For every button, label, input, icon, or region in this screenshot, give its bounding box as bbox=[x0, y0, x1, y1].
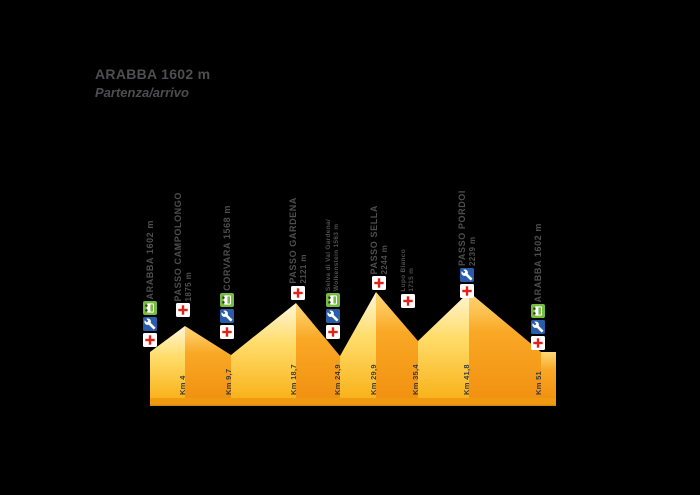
ristoro-icon bbox=[220, 293, 234, 307]
km-label: Km 35,4 bbox=[411, 364, 420, 395]
profile-segment-climb bbox=[340, 292, 376, 398]
profile-segment-descent bbox=[376, 292, 418, 398]
page-subtitle: Partenza/arrivo bbox=[95, 85, 189, 100]
station-name: Selva di Val Gardena/ bbox=[325, 218, 332, 291]
station-altitude: Wolkenstein 1563 m bbox=[332, 223, 340, 291]
station-label-selva: Selva di Val Gardena/Wolkenstein 1563 m bbox=[325, 219, 341, 291]
profile-segment-descent bbox=[469, 292, 541, 398]
km-label: Km 9,7 bbox=[224, 369, 233, 395]
profile-segment-descent bbox=[296, 303, 340, 398]
station-name: PASSO SELLA bbox=[369, 204, 379, 274]
station-name: PASSO GARDENA bbox=[288, 197, 298, 284]
station-sella: PASSO SELLA 2244 m bbox=[369, 205, 389, 290]
profile-base-edge bbox=[150, 404, 556, 406]
station-altitude: 2244 m bbox=[379, 244, 389, 274]
station-label-lupo-bianco: Lupo Bianco 1715 m bbox=[400, 249, 416, 292]
station-label-sella: PASSO SELLA 2244 m bbox=[369, 205, 389, 274]
km-label: Km 41,8 bbox=[462, 364, 471, 395]
medical-icon bbox=[220, 325, 234, 339]
km-label: Km 4 bbox=[178, 375, 187, 395]
mechanic-icon bbox=[460, 268, 475, 282]
station-campolongo: PASSO CAMPOLONGO 1875 m bbox=[173, 192, 193, 317]
profile-segment-climb bbox=[418, 292, 469, 398]
station-name: ARABBA 1602 m bbox=[144, 219, 155, 300]
medical-icon bbox=[372, 276, 387, 290]
station-label-gardena: PASSO GARDENA 2121 m bbox=[288, 197, 308, 284]
station-name: PASSO CAMPOLONGO bbox=[173, 191, 183, 301]
station-selva: Selva di Val Gardena/Wolkenstein 1563 m bbox=[325, 219, 341, 339]
station-label-corvara: CORVARA 1568 m bbox=[222, 205, 233, 291]
ristoro-icon bbox=[325, 293, 340, 307]
station-pordoi: PASSO PORDOI 2239 m bbox=[457, 190, 477, 298]
station-name: Lupo Bianco bbox=[400, 249, 407, 292]
station-label-campolongo: PASSO CAMPOLONGO 1875 m bbox=[173, 192, 193, 301]
ristoro-icon bbox=[143, 301, 157, 315]
station-lupo-bianco: Lupo Bianco 1715 m bbox=[400, 249, 416, 308]
station-name: CORVARA 1568 m bbox=[221, 205, 232, 291]
mechanic-icon bbox=[531, 320, 545, 334]
medical-icon bbox=[400, 294, 415, 308]
station-altitude: 1715 m bbox=[407, 268, 415, 292]
medical-icon bbox=[531, 336, 545, 350]
station-gardena: PASSO GARDENA 2121 m bbox=[288, 197, 308, 300]
km-label: Km 29,9 bbox=[369, 364, 378, 395]
station-label-arabba-start: ARABBA 1602 m bbox=[145, 220, 156, 300]
profile-segment-descent bbox=[541, 352, 556, 398]
profile-segment-climb bbox=[150, 326, 185, 398]
km-label: Km 18,7 bbox=[289, 364, 298, 395]
station-altitude: 2121 m bbox=[298, 254, 308, 284]
page-title: ARABBA 1602 m bbox=[95, 66, 211, 82]
station-label-arabba-finish: ARABBA 1602 m bbox=[533, 223, 544, 303]
km-label: Km 24,9 bbox=[333, 364, 342, 395]
title-block: ARABBA 1602 m Partenza/arrivo bbox=[95, 66, 210, 100]
medical-icon bbox=[143, 333, 157, 347]
station-label-pordoi: PASSO PORDOI 2239 m bbox=[457, 190, 477, 266]
station-altitude: 1875 m bbox=[183, 271, 193, 301]
profile-base-strip bbox=[150, 398, 556, 406]
station-altitude: 2239 m bbox=[467, 236, 477, 266]
mechanic-icon bbox=[325, 309, 340, 323]
mechanic-icon bbox=[220, 309, 234, 323]
medical-icon bbox=[176, 303, 191, 317]
station-corvara: CORVARA 1568 m bbox=[220, 205, 234, 339]
profile-segment-climb bbox=[231, 303, 296, 398]
mechanic-icon bbox=[143, 317, 157, 331]
km-label: Km 51 bbox=[534, 371, 543, 395]
medical-icon bbox=[460, 284, 475, 298]
profile-segment-descent bbox=[185, 326, 231, 398]
ristoro-icon bbox=[531, 304, 545, 318]
station-name: ARABBA 1602 m bbox=[532, 222, 543, 303]
station-name: PASSO PORDOI bbox=[457, 189, 467, 266]
medical-icon bbox=[325, 325, 340, 339]
medical-icon bbox=[291, 286, 306, 300]
station-arabba-start: ARABBA 1602 m bbox=[143, 220, 157, 347]
station-arabba-finish: ARABBA 1602 m bbox=[531, 223, 545, 350]
